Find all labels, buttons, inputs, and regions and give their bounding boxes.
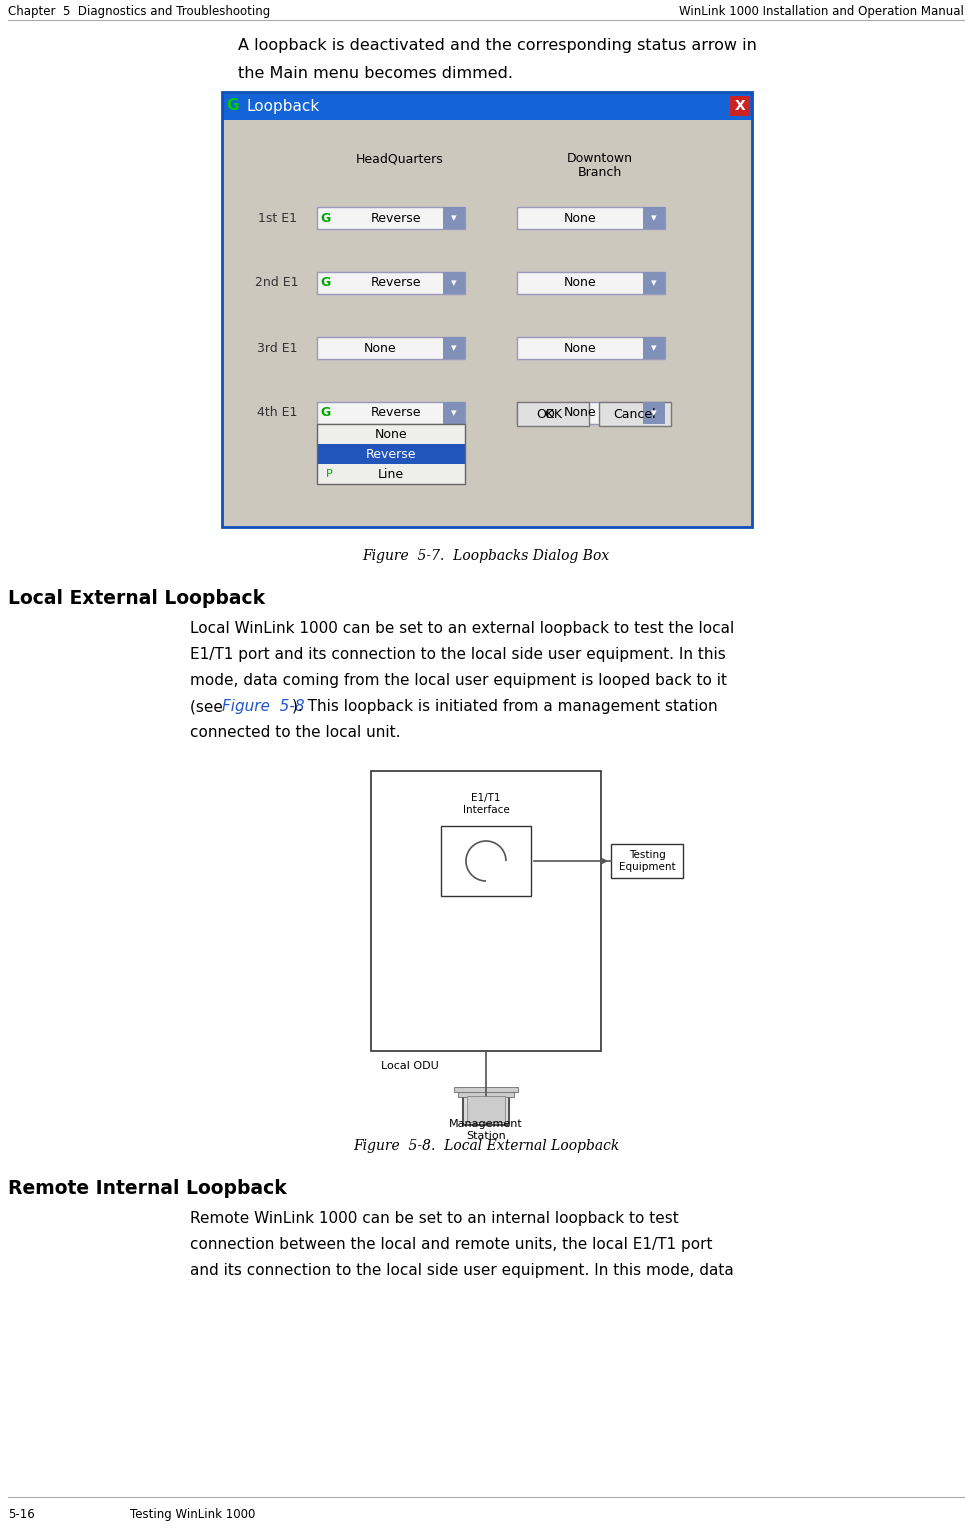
Text: 2nd E1: 2nd E1 [256,276,298,290]
FancyBboxPatch shape [317,443,465,463]
Text: None: None [364,342,397,354]
Text: Testing
Equipment: Testing Equipment [619,850,676,873]
Text: 5-16: 5-16 [8,1508,35,1522]
FancyBboxPatch shape [643,207,665,229]
FancyBboxPatch shape [517,402,589,426]
Text: 4th E1: 4th E1 [257,407,297,419]
Text: E1/T1 port and its connection to the local side user equipment. In this: E1/T1 port and its connection to the loc… [190,647,726,663]
Text: OK: OK [536,408,554,420]
Text: Loopback: Loopback [246,98,319,114]
Text: connection between the local and remote units, the local E1/T1 port: connection between the local and remote … [190,1236,712,1252]
Text: Reverse: Reverse [365,448,416,460]
Text: ▾: ▾ [451,278,457,288]
Text: None: None [564,212,596,224]
Text: G: G [320,212,330,224]
FancyBboxPatch shape [317,402,465,423]
FancyBboxPatch shape [317,463,465,485]
Text: Reverse: Reverse [370,276,421,290]
Bar [454,1088,518,1092]
Text: OK: OK [544,408,562,420]
Text: None: None [374,428,407,440]
Text: G: G [320,407,330,419]
Text: the Main menu becomes dimmed.: the Main menu becomes dimmed. [238,66,513,81]
Bar [467,1095,505,1121]
Text: Chapter  5  Diagnostics and Troubleshooting: Chapter 5 Diagnostics and Troubleshootin… [8,5,270,18]
Text: X: X [735,100,746,114]
Text: Local WinLink 1000 can be set to an external loopback to test the local: Local WinLink 1000 can be set to an exte… [190,621,734,637]
Bar [317,423,465,485]
FancyBboxPatch shape [443,337,465,359]
Bar [441,825,531,896]
Text: Downtown: Downtown [567,152,633,166]
FancyBboxPatch shape [443,207,465,229]
FancyBboxPatch shape [317,272,465,295]
Text: P: P [326,469,332,479]
Text: ). This loopback is initiated from a management station: ). This loopback is initiated from a man… [293,700,718,713]
Text: Cancel: Cancel [613,408,656,420]
FancyBboxPatch shape [443,272,465,295]
Text: HeadQuarters: HeadQuarters [356,152,444,166]
Text: Local ODU: Local ODU [381,1062,438,1071]
FancyBboxPatch shape [643,402,665,423]
FancyBboxPatch shape [517,337,665,359]
FancyBboxPatch shape [317,423,465,443]
Text: WinLink 1000 Installation and Operation Manual: WinLink 1000 Installation and Operation … [679,5,964,18]
Bar [463,1091,509,1124]
Text: Figure  5-8: Figure 5-8 [222,700,304,713]
FancyBboxPatch shape [317,207,465,229]
Bar [611,844,683,877]
Text: Testing WinLink 1000: Testing WinLink 1000 [130,1508,256,1522]
Text: Figure  5-8.  Local External Loopback: Figure 5-8. Local External Loopback [353,1140,619,1154]
FancyBboxPatch shape [730,97,750,117]
Text: A loopback is deactivated and the corresponding status arrow in: A loopback is deactivated and the corres… [238,38,757,54]
Text: ▾: ▾ [651,408,657,417]
Text: None: None [564,342,596,354]
FancyBboxPatch shape [517,272,665,295]
Text: (see: (see [190,700,227,713]
Text: Branch: Branch [578,166,622,179]
FancyBboxPatch shape [317,337,465,359]
Text: None: None [564,276,596,290]
FancyBboxPatch shape [443,402,465,423]
Text: G: G [226,98,238,114]
Text: None: None [564,407,596,419]
FancyBboxPatch shape [643,272,665,295]
Text: ▾: ▾ [651,213,657,222]
Bar [371,772,601,1051]
FancyBboxPatch shape [517,207,665,229]
Text: ▾: ▾ [451,213,457,222]
Text: Reverse: Reverse [370,407,421,419]
Text: Management
Station: Management Station [449,1118,523,1141]
FancyBboxPatch shape [517,402,665,423]
Text: E1/T1
Interface: E1/T1 Interface [463,793,509,816]
Text: mode, data coming from the local user equipment is looped back to it: mode, data coming from the local user eq… [190,673,727,689]
Text: ▾: ▾ [651,344,657,353]
FancyBboxPatch shape [599,402,671,426]
Text: Local External Loopback: Local External Loopback [8,589,265,607]
Text: Remote Internal Loopback: Remote Internal Loopback [8,1180,287,1198]
FancyBboxPatch shape [222,92,752,120]
Bar [458,1091,514,1097]
Bar [222,92,752,528]
Text: ▾: ▾ [451,344,457,353]
Text: Remote WinLink 1000 can be set to an internal loopback to test: Remote WinLink 1000 can be set to an int… [190,1210,678,1226]
Text: Figure  5-7.  Loopbacks Dialog Box: Figure 5-7. Loopbacks Dialog Box [363,549,609,563]
Text: connected to the local unit.: connected to the local unit. [190,726,400,739]
Text: G: G [320,276,330,290]
Text: and its connection to the local side user equipment. In this mode, data: and its connection to the local side use… [190,1262,734,1278]
Text: ▾: ▾ [651,278,657,288]
Text: ▾: ▾ [451,408,457,417]
Text: 3rd E1: 3rd E1 [257,342,297,354]
Text: 1st E1: 1st E1 [258,212,296,224]
FancyBboxPatch shape [643,337,665,359]
FancyBboxPatch shape [222,120,752,528]
Text: Line: Line [378,468,404,480]
Text: Reverse: Reverse [370,212,421,224]
